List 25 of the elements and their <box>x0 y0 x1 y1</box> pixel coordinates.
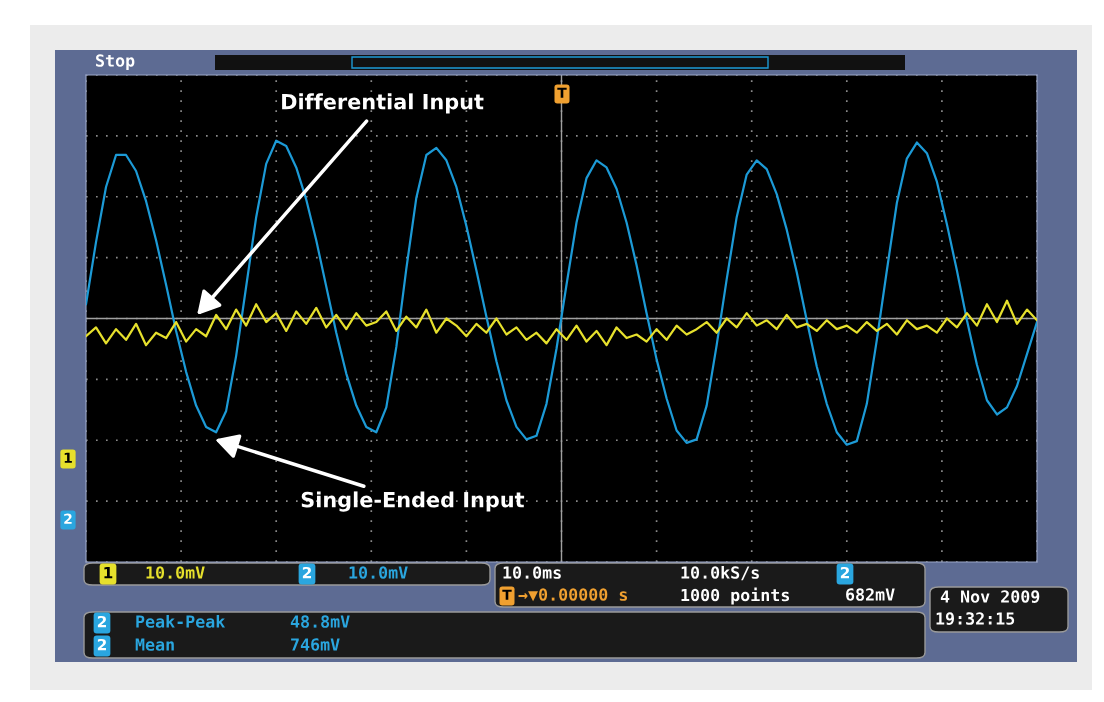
text: 10.0mV <box>349 566 408 579</box>
text: 48.8mV <box>290 615 350 628</box>
text: 1 <box>104 567 113 579</box>
text: 682mV <box>846 588 895 601</box>
text: 2 <box>64 513 72 524</box>
text: 1000 points <box>681 587 790 605</box>
text: 19:32:15 <box>936 612 1015 625</box>
text: 10.0ms <box>503 566 561 579</box>
text: Stop <box>96 54 135 71</box>
text: →▼0.00000 s <box>518 588 628 602</box>
text: 2 <box>840 566 849 579</box>
text: 10.0mV <box>146 566 205 579</box>
text: 10.0kS/s <box>681 565 759 581</box>
text: 2 <box>97 638 106 651</box>
text: 1 <box>64 452 72 463</box>
text: 2 <box>302 566 311 579</box>
text: 4 Nov 2009 <box>940 590 1040 603</box>
text: Peak-Peak <box>136 614 226 628</box>
text: 746mV <box>291 638 340 651</box>
text: Mean <box>135 638 174 651</box>
text: T <box>557 87 567 98</box>
text: Single-Ended Input <box>301 491 525 512</box>
text: Differential Input <box>282 93 484 114</box>
text: 2 <box>97 615 106 628</box>
text: T <box>502 589 512 600</box>
